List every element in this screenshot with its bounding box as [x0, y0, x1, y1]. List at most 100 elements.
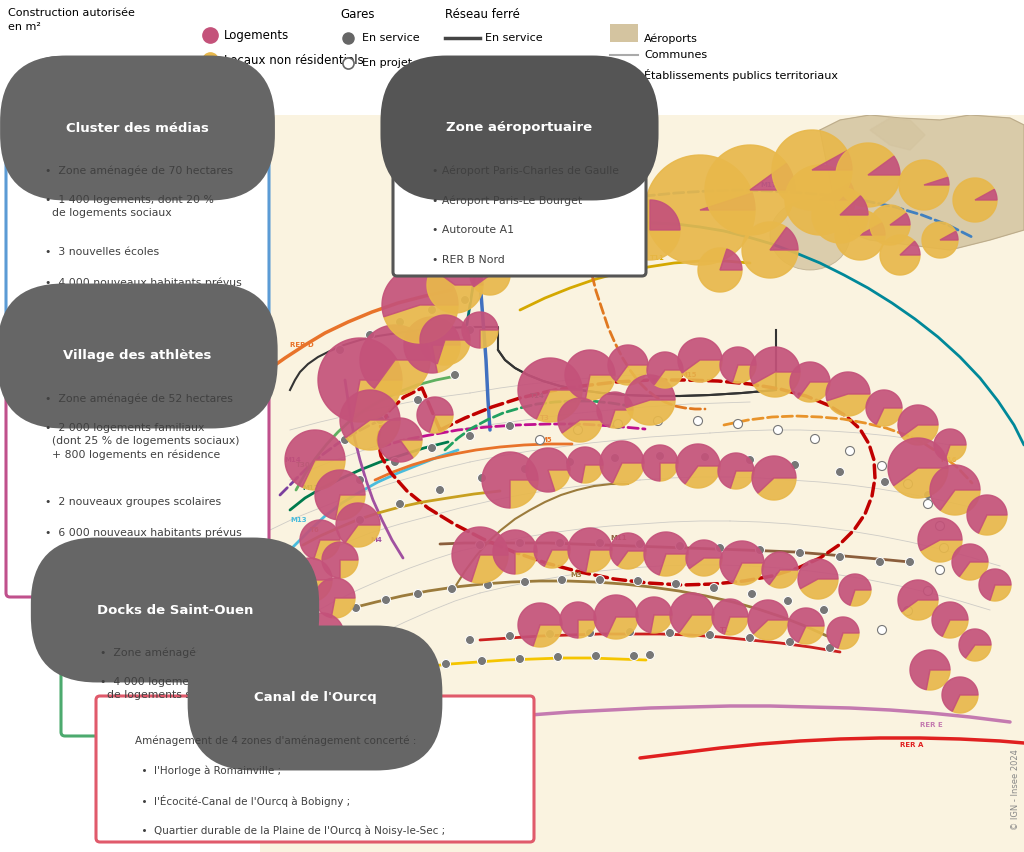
Circle shape: [666, 629, 675, 637]
Polygon shape: [608, 345, 648, 381]
Polygon shape: [302, 650, 338, 686]
FancyBboxPatch shape: [6, 126, 269, 329]
Polygon shape: [301, 580, 332, 602]
Circle shape: [554, 653, 562, 661]
Polygon shape: [315, 470, 365, 520]
Text: M4: M4: [370, 537, 382, 543]
Text: En service: En service: [485, 33, 543, 43]
Polygon shape: [578, 620, 596, 638]
Text: En projet: En projet: [485, 58, 536, 68]
Circle shape: [610, 453, 620, 463]
Circle shape: [783, 596, 793, 606]
Polygon shape: [718, 453, 754, 488]
Text: Docks de Saint-Ouen: Docks de Saint-Ouen: [97, 603, 253, 617]
Polygon shape: [754, 620, 788, 640]
Polygon shape: [850, 590, 871, 606]
Circle shape: [355, 475, 365, 485]
Circle shape: [451, 371, 460, 379]
Polygon shape: [676, 444, 720, 484]
Polygon shape: [282, 597, 318, 630]
Polygon shape: [586, 375, 615, 400]
Text: RER D: RER D: [290, 342, 313, 348]
Polygon shape: [427, 268, 483, 313]
Polygon shape: [732, 563, 764, 585]
Polygon shape: [594, 595, 638, 637]
Polygon shape: [515, 552, 537, 574]
Polygon shape: [942, 620, 968, 638]
Polygon shape: [902, 425, 938, 445]
Text: RER E: RER E: [920, 722, 943, 728]
Polygon shape: [952, 544, 988, 577]
Circle shape: [565, 458, 574, 467]
Circle shape: [586, 629, 595, 637]
Circle shape: [376, 416, 384, 424]
Polygon shape: [518, 603, 562, 646]
Circle shape: [466, 325, 474, 335]
Polygon shape: [316, 668, 338, 686]
Circle shape: [395, 318, 404, 326]
Polygon shape: [526, 448, 570, 492]
Polygon shape: [470, 255, 510, 287]
Polygon shape: [898, 405, 938, 437]
Circle shape: [905, 557, 914, 567]
Text: M17: M17: [760, 182, 776, 188]
Text: Logements: Logements: [224, 28, 289, 42]
Text: M13: M13: [290, 517, 306, 523]
Circle shape: [376, 669, 384, 677]
Circle shape: [427, 444, 436, 452]
Polygon shape: [934, 429, 966, 460]
Polygon shape: [752, 456, 796, 493]
Text: •  2 000 logements familiaux
  (dont 25 % de logements sociaux)
  + 800 logement: • 2 000 logements familiaux (dont 25 % d…: [45, 423, 240, 460]
Polygon shape: [417, 397, 453, 432]
Polygon shape: [302, 460, 345, 490]
Polygon shape: [758, 478, 796, 500]
Polygon shape: [894, 468, 948, 498]
Polygon shape: [900, 241, 920, 255]
Text: Zone aéroportuaire: Zone aéroportuaire: [446, 122, 593, 135]
Polygon shape: [300, 613, 344, 656]
Polygon shape: [868, 156, 900, 175]
Polygon shape: [748, 600, 788, 634]
Circle shape: [836, 468, 845, 476]
Polygon shape: [732, 365, 756, 383]
Text: T5: T5: [515, 167, 524, 173]
Circle shape: [414, 395, 423, 405]
Polygon shape: [877, 408, 902, 426]
Polygon shape: [482, 452, 538, 508]
Polygon shape: [609, 410, 633, 428]
Polygon shape: [616, 365, 648, 385]
Polygon shape: [750, 164, 795, 190]
Polygon shape: [345, 525, 380, 547]
Polygon shape: [720, 249, 742, 270]
Polygon shape: [644, 532, 688, 575]
Circle shape: [506, 631, 514, 641]
Polygon shape: [534, 532, 570, 567]
Bar: [0, 0, 1024, 115]
Polygon shape: [979, 569, 1011, 600]
Polygon shape: [940, 232, 958, 240]
Polygon shape: [742, 222, 798, 278]
Text: Construction autorisée: Construction autorisée: [8, 8, 135, 18]
Polygon shape: [679, 615, 714, 637]
Polygon shape: [812, 187, 868, 243]
Polygon shape: [689, 558, 722, 576]
Circle shape: [414, 590, 423, 598]
Polygon shape: [921, 540, 962, 562]
Polygon shape: [772, 130, 852, 210]
Polygon shape: [930, 465, 980, 510]
Text: RER B: RER B: [492, 197, 515, 203]
Circle shape: [630, 652, 639, 660]
Circle shape: [515, 538, 524, 548]
Polygon shape: [432, 345, 460, 372]
Text: • RER B Nord: • RER B Nord: [432, 255, 505, 265]
Text: •  l'Horloge à Romainville ;: • l'Horloge à Romainville ;: [135, 765, 282, 775]
Polygon shape: [720, 541, 764, 583]
Polygon shape: [827, 394, 870, 416]
Polygon shape: [375, 360, 430, 395]
Text: Cluster des médias: Cluster des médias: [67, 122, 209, 135]
Polygon shape: [384, 305, 458, 343]
Polygon shape: [315, 635, 344, 657]
Polygon shape: [597, 392, 633, 427]
Circle shape: [366, 331, 375, 339]
Polygon shape: [966, 645, 991, 661]
